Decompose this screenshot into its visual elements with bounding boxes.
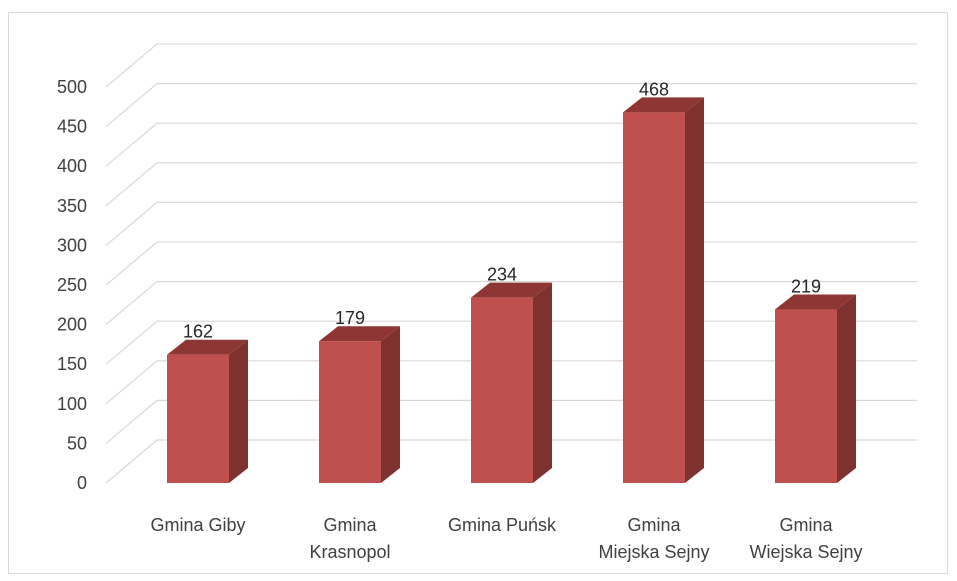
bars (167, 97, 856, 484)
x-category-label: Gmina Miejska Sejny (598, 515, 709, 562)
gridline (105, 122, 917, 167)
x-category-line: Miejska Sejny (598, 542, 709, 562)
bar-front (471, 297, 533, 483)
x-category-line: Gmina (323, 515, 377, 535)
y-tick-label: 50 (67, 433, 87, 453)
bar-side (837, 294, 856, 483)
x-category-label: Gmina Giby (150, 515, 245, 535)
data-label: 179 (335, 308, 365, 328)
data-label: 468 (639, 79, 669, 99)
x-category-label: Gmina Krasnopol (309, 515, 390, 562)
y-tick-label: 200 (57, 315, 87, 335)
x-category-line: Krasnopol (309, 542, 390, 562)
bar (775, 294, 856, 483)
bar-side (685, 97, 704, 484)
bar-side (381, 326, 400, 483)
gridline (105, 201, 917, 246)
gridline (105, 43, 917, 88)
y-tick-label: 250 (57, 275, 87, 295)
y-tick-label: 0 (77, 473, 87, 493)
data-label: 234 (487, 265, 517, 285)
bar-side (229, 339, 248, 483)
data-labels: 162 179 234 468 219 (183, 79, 821, 341)
y-tick-label: 100 (57, 394, 87, 414)
bar-top (319, 326, 400, 342)
x-category-label: Gmina Puńsk (448, 515, 557, 535)
y-tick-label: 300 (57, 235, 87, 255)
bar-front (167, 354, 229, 483)
data-label: 162 (183, 322, 213, 342)
x-category-line: Gmina Giby (150, 515, 245, 535)
bar-side (533, 282, 552, 483)
bar-front (775, 309, 837, 483)
bar (623, 97, 704, 484)
gridline (105, 162, 917, 207)
bar-top (167, 339, 248, 355)
bar (167, 339, 248, 483)
x-category-line: Wiejska Sejny (749, 542, 862, 562)
y-tick-label: 450 (57, 117, 87, 137)
y-tick-label: 500 (57, 77, 87, 97)
bar-top (775, 294, 856, 310)
gridline (105, 82, 917, 128)
x-category-label: Gmina Wiejska Sejny (749, 515, 862, 562)
y-tick-label: 400 (57, 156, 87, 176)
data-label: 219 (791, 277, 821, 297)
bar (319, 326, 400, 483)
x-category-line: Gmina Puńsk (448, 515, 557, 535)
x-category-line: Gmina (779, 515, 833, 535)
bar-top (471, 282, 552, 298)
y-tick-label: 150 (57, 354, 87, 374)
x-axis-categories: Gmina Giby Gmina Krasnopol Gmina Puńsk Gmina… (150, 515, 862, 562)
bar-top (623, 97, 704, 113)
x-category-line: Gmina (627, 515, 681, 535)
bar (471, 282, 552, 483)
y-axis-ticks: 0 50 100 150 200 250 300 350 400 450 500 (57, 77, 87, 493)
y-tick-label: 350 (57, 196, 87, 216)
bar-front (623, 112, 685, 484)
bar-front (319, 341, 381, 483)
